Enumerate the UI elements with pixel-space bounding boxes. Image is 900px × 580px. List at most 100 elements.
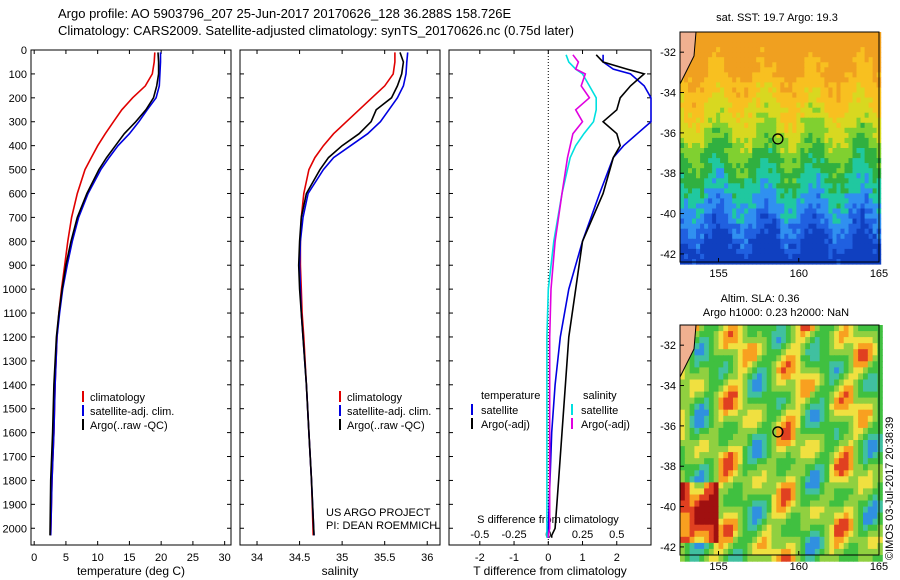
legend-label: Argo(..raw -QC)	[90, 420, 168, 432]
legend-label: climatology	[347, 392, 403, 404]
depth-tick-label: 300	[9, 117, 27, 129]
temperature-xtick-label: 25	[187, 552, 199, 564]
climatology-title: Climatology: CARS2009. Satellite-adjuste…	[58, 23, 574, 38]
depth-tick-label: 1800	[3, 475, 27, 487]
map-ytick-label: -40	[660, 502, 676, 514]
depth-tick-label: 1000	[3, 284, 27, 296]
temperature-xtick-label: 15	[123, 552, 135, 564]
salinity-series-line	[297, 52, 405, 536]
salinity-xtick-label: 36	[421, 552, 433, 564]
salinity-xtick-label: 34	[251, 552, 263, 564]
sla-map	[679, 324, 883, 562]
salinity-plot-frame	[239, 49, 441, 546]
difference-xtick-label: -1	[509, 552, 519, 564]
difference-series-line	[546, 54, 598, 538]
map-xtick-label: 160	[790, 561, 808, 573]
map-ytick-label: -42	[660, 542, 676, 554]
map-ytick-label: -36	[660, 128, 676, 140]
depth-tick-label: 500	[9, 165, 27, 177]
argo-float-marker	[772, 133, 784, 145]
depth-tick-label: 100	[9, 69, 27, 81]
difference-series-line	[550, 54, 646, 538]
temperature-xtick-label: 30	[219, 552, 231, 564]
depth-tick-label: 2000	[3, 523, 27, 535]
temperature-xtick-label: 20	[155, 552, 167, 564]
difference-xtick-label: 0	[545, 552, 551, 564]
salinity-difference-tick-label: -0.5	[470, 529, 489, 541]
depth-tick-label: 1200	[3, 332, 27, 344]
depth-tick-label: 1400	[3, 380, 27, 392]
temperature-xtick-label: 10	[92, 552, 104, 564]
sst-map-frame	[679, 31, 880, 263]
difference-xtick-label: 1	[579, 552, 585, 564]
depth-tick-label: 1500	[3, 404, 27, 416]
depth-tick-label: 1700	[3, 452, 27, 464]
temperature-series-line	[49, 52, 156, 536]
salinity-xtick-label: 35.5	[374, 552, 395, 564]
salinity-series-line	[299, 52, 396, 536]
depth-tick-label: 600	[9, 188, 27, 200]
temperature-axis-label: temperature (deg C)	[77, 564, 185, 578]
salinity-xtick-label: 34.5	[289, 552, 310, 564]
difference-xtick-label: 2	[614, 552, 620, 564]
depth-tick-label: 1900	[3, 499, 27, 511]
legend-label: satellite	[481, 405, 518, 417]
depth-tick-label: 700	[9, 212, 27, 224]
map-ytick-label: -40	[660, 209, 676, 221]
legend-label: Argo(-adj)	[581, 419, 630, 431]
depth-tick-label: 1100	[3, 308, 27, 320]
salinity-difference-tick-label: 0.5	[609, 529, 624, 541]
salinity-difference-tick-label: -0.25	[502, 529, 527, 541]
salinity-xtick-label: 35	[336, 552, 348, 564]
legend-group-title: temperature	[481, 390, 540, 402]
map-xtick-label: 155	[709, 561, 727, 573]
legend-label: Argo(-adj)	[481, 419, 530, 431]
map-xtick-label: 155	[709, 268, 727, 280]
difference-axis-label: T difference from climatology	[473, 564, 627, 578]
temperature-xtick-label: 5	[63, 552, 69, 564]
temperature-xtick-label: 0	[31, 552, 37, 564]
sla-map-subtitle: Argo h1000: 0.23 h2000: NaN	[703, 307, 849, 319]
salinity-axis-label: salinity	[322, 564, 359, 578]
legend-label: satellite	[581, 405, 618, 417]
sst-map	[679, 31, 882, 265]
difference-series-line	[547, 54, 591, 538]
map-ytick-label: -38	[660, 461, 676, 473]
legend-label: satellite-adj. clim.	[347, 406, 431, 418]
legend-label: climatology	[90, 392, 146, 404]
depth-tick-label: 0	[21, 45, 27, 57]
depth-tick-label: 1300	[3, 356, 27, 368]
map-ytick-label: -32	[660, 47, 676, 59]
map-xtick-label: 165	[870, 268, 888, 280]
map-ytick-label: -36	[660, 421, 676, 433]
depth-tick-label: 1600	[3, 428, 27, 440]
salinity-series-line	[298, 52, 409, 536]
legend-label: satellite-adj. clim.	[90, 406, 174, 418]
map-ytick-label: -42	[660, 249, 676, 261]
depth-tick-label: 900	[9, 260, 27, 272]
map-ytick-label: -38	[660, 168, 676, 180]
map-ytick-label: -34	[660, 88, 676, 100]
profile-title: Argo profile: AO 5903796_207 25-Jun-2017…	[58, 6, 512, 21]
difference-series-line	[547, 54, 652, 538]
map-xtick-label: 160	[790, 268, 808, 280]
difference-plot-frame	[448, 49, 652, 546]
temperature-series-line	[49, 52, 162, 536]
sla-map-title: Altim. SLA: 0.36	[721, 293, 800, 305]
map-ytick-label: -32	[660, 340, 676, 352]
argo-float-marker	[772, 426, 784, 438]
legend-label: Argo(..raw -QC)	[347, 420, 425, 432]
sla-map-frame	[679, 324, 880, 556]
map-ytick-label: -34	[660, 381, 676, 393]
temperature-series-line	[49, 52, 160, 536]
temperature-plot-frame	[30, 49, 232, 546]
depth-tick-label: 800	[9, 236, 27, 248]
map-xtick-label: 165	[870, 561, 888, 573]
sst-map-title: sat. SST: 19.7 Argo: 19.3	[716, 12, 838, 24]
project-credit: US ARGO PROJECT	[326, 507, 431, 519]
legend-group-title: salinity	[583, 390, 617, 402]
depth-tick-label: 200	[9, 93, 27, 105]
copyright-stamp: ©IMOS 03-Jul-2017 20:38:39	[884, 416, 896, 560]
difference-xtick-label: -2	[475, 552, 485, 564]
